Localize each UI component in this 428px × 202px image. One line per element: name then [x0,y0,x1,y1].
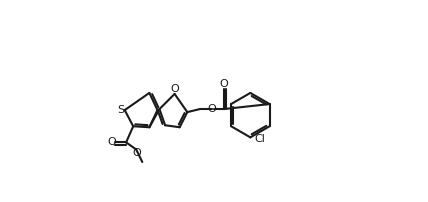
Text: Cl: Cl [255,134,266,144]
Text: O: O [107,137,116,147]
Text: O: O [208,104,217,114]
Text: O: O [133,148,141,158]
Text: O: O [219,79,228,89]
Text: S: S [117,105,124,115]
Text: O: O [170,84,179,95]
